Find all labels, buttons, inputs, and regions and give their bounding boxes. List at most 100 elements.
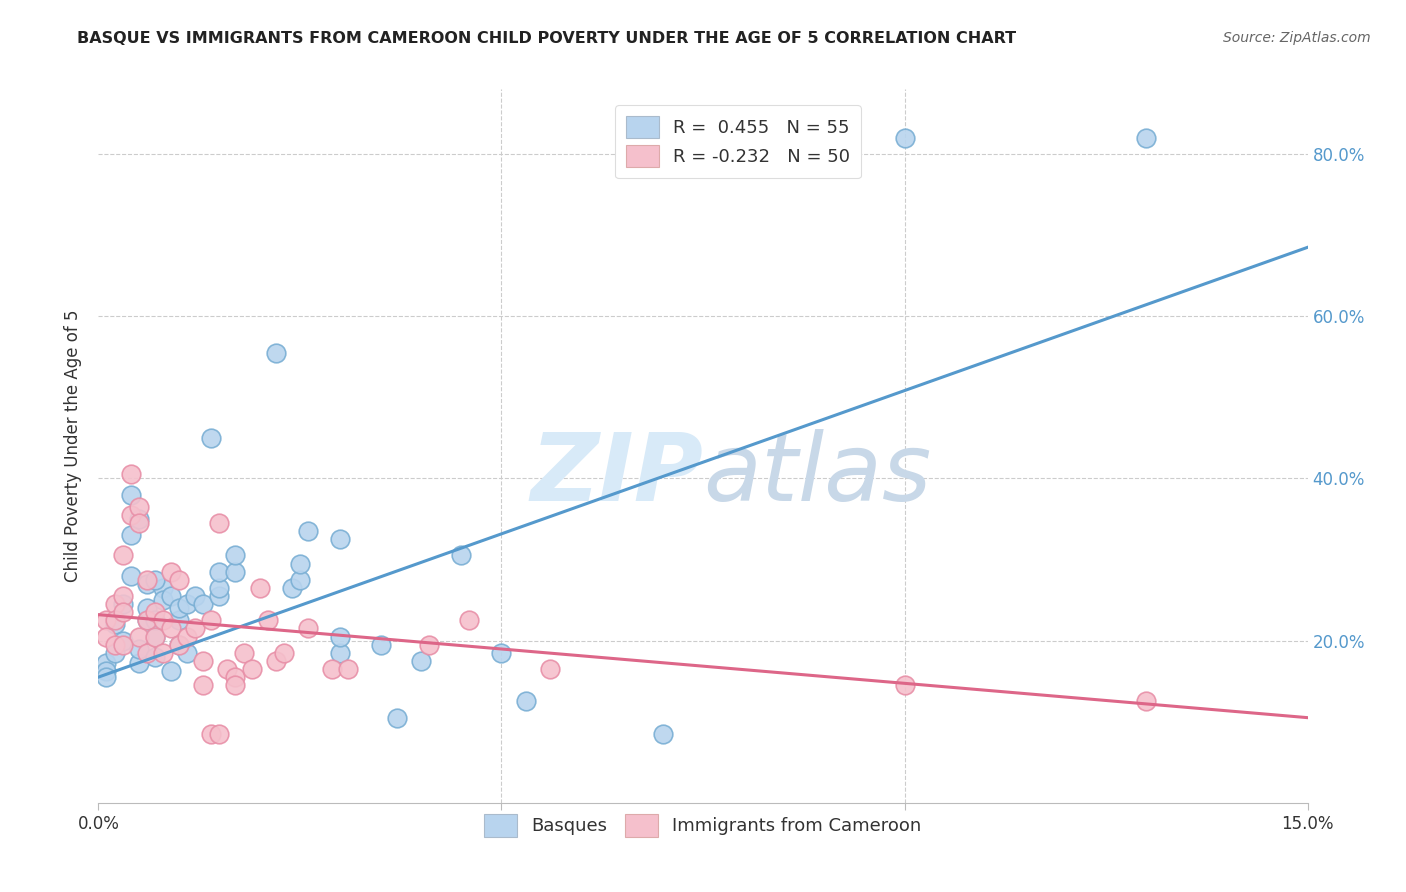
- Point: [135, 613, 157, 627]
- Point: [893, 131, 915, 145]
- Point: [418, 638, 440, 652]
- Point: [120, 528, 142, 542]
- Point: [128, 500, 150, 514]
- Point: [297, 524, 319, 538]
- Point: [152, 646, 174, 660]
- Point: [167, 613, 190, 627]
- Point: [176, 597, 198, 611]
- Point: [143, 630, 166, 644]
- Point: [224, 678, 246, 692]
- Point: [103, 613, 125, 627]
- Point: [264, 654, 287, 668]
- Point: [160, 622, 183, 636]
- Point: [193, 597, 215, 611]
- Point: [208, 581, 231, 595]
- Point: [329, 533, 352, 547]
- Point: [385, 711, 408, 725]
- Point: [135, 577, 157, 591]
- Point: [160, 665, 183, 679]
- Point: [337, 662, 360, 676]
- Point: [273, 646, 295, 660]
- Text: atlas: atlas: [703, 429, 931, 520]
- Point: [200, 431, 222, 445]
- Text: ZIP: ZIP: [530, 428, 703, 521]
- Point: [143, 649, 166, 664]
- Point: [184, 589, 207, 603]
- Point: [111, 638, 134, 652]
- Point: [370, 638, 392, 652]
- Point: [249, 581, 271, 595]
- Point: [167, 638, 190, 652]
- Point: [128, 512, 150, 526]
- Point: [208, 589, 231, 603]
- Point: [135, 601, 157, 615]
- Point: [111, 589, 134, 603]
- Point: [329, 646, 352, 660]
- Point: [651, 727, 673, 741]
- Point: [515, 694, 537, 708]
- Point: [103, 617, 125, 632]
- Point: [256, 613, 278, 627]
- Point: [103, 597, 125, 611]
- Point: [240, 662, 263, 676]
- Point: [128, 516, 150, 530]
- Point: [200, 613, 222, 627]
- Point: [128, 641, 150, 656]
- Point: [491, 646, 513, 660]
- Point: [135, 573, 157, 587]
- Point: [160, 565, 183, 579]
- Point: [96, 630, 118, 644]
- Point: [120, 488, 142, 502]
- Point: [160, 589, 183, 603]
- Point: [96, 657, 118, 671]
- Point: [297, 622, 319, 636]
- Point: [128, 657, 150, 671]
- Point: [120, 508, 142, 522]
- Point: [143, 613, 166, 627]
- Point: [111, 597, 134, 611]
- Point: [176, 646, 198, 660]
- Point: [538, 662, 561, 676]
- Point: [111, 549, 134, 563]
- Point: [152, 593, 174, 607]
- Point: [176, 630, 198, 644]
- Point: [288, 557, 311, 571]
- Legend: Basques, Immigrants from Cameroon: Basques, Immigrants from Cameroon: [477, 807, 929, 844]
- Point: [200, 727, 222, 741]
- Point: [321, 662, 343, 676]
- Point: [167, 638, 190, 652]
- Point: [1135, 694, 1157, 708]
- Point: [120, 568, 142, 582]
- Point: [450, 549, 472, 563]
- Point: [184, 622, 207, 636]
- Point: [217, 662, 239, 676]
- Point: [103, 646, 125, 660]
- Point: [128, 630, 150, 644]
- Point: [120, 467, 142, 482]
- Point: [152, 613, 174, 627]
- Text: BASQUE VS IMMIGRANTS FROM CAMEROON CHILD POVERTY UNDER THE AGE OF 5 CORRELATION : BASQUE VS IMMIGRANTS FROM CAMEROON CHILD…: [77, 31, 1017, 46]
- Point: [167, 601, 190, 615]
- Point: [409, 654, 432, 668]
- Point: [103, 638, 125, 652]
- Point: [224, 670, 246, 684]
- Point: [96, 664, 118, 678]
- Point: [208, 516, 231, 530]
- Point: [458, 613, 481, 627]
- Point: [264, 345, 287, 359]
- Point: [288, 573, 311, 587]
- Point: [143, 573, 166, 587]
- Point: [135, 646, 157, 660]
- Point: [193, 678, 215, 692]
- Point: [167, 573, 190, 587]
- Point: [281, 581, 304, 595]
- Y-axis label: Child Poverty Under the Age of 5: Child Poverty Under the Age of 5: [65, 310, 83, 582]
- Point: [143, 605, 166, 619]
- Point: [232, 646, 254, 660]
- Point: [135, 613, 157, 627]
- Point: [193, 654, 215, 668]
- Point: [111, 605, 134, 619]
- Point: [208, 565, 231, 579]
- Point: [1135, 131, 1157, 145]
- Point: [152, 581, 174, 595]
